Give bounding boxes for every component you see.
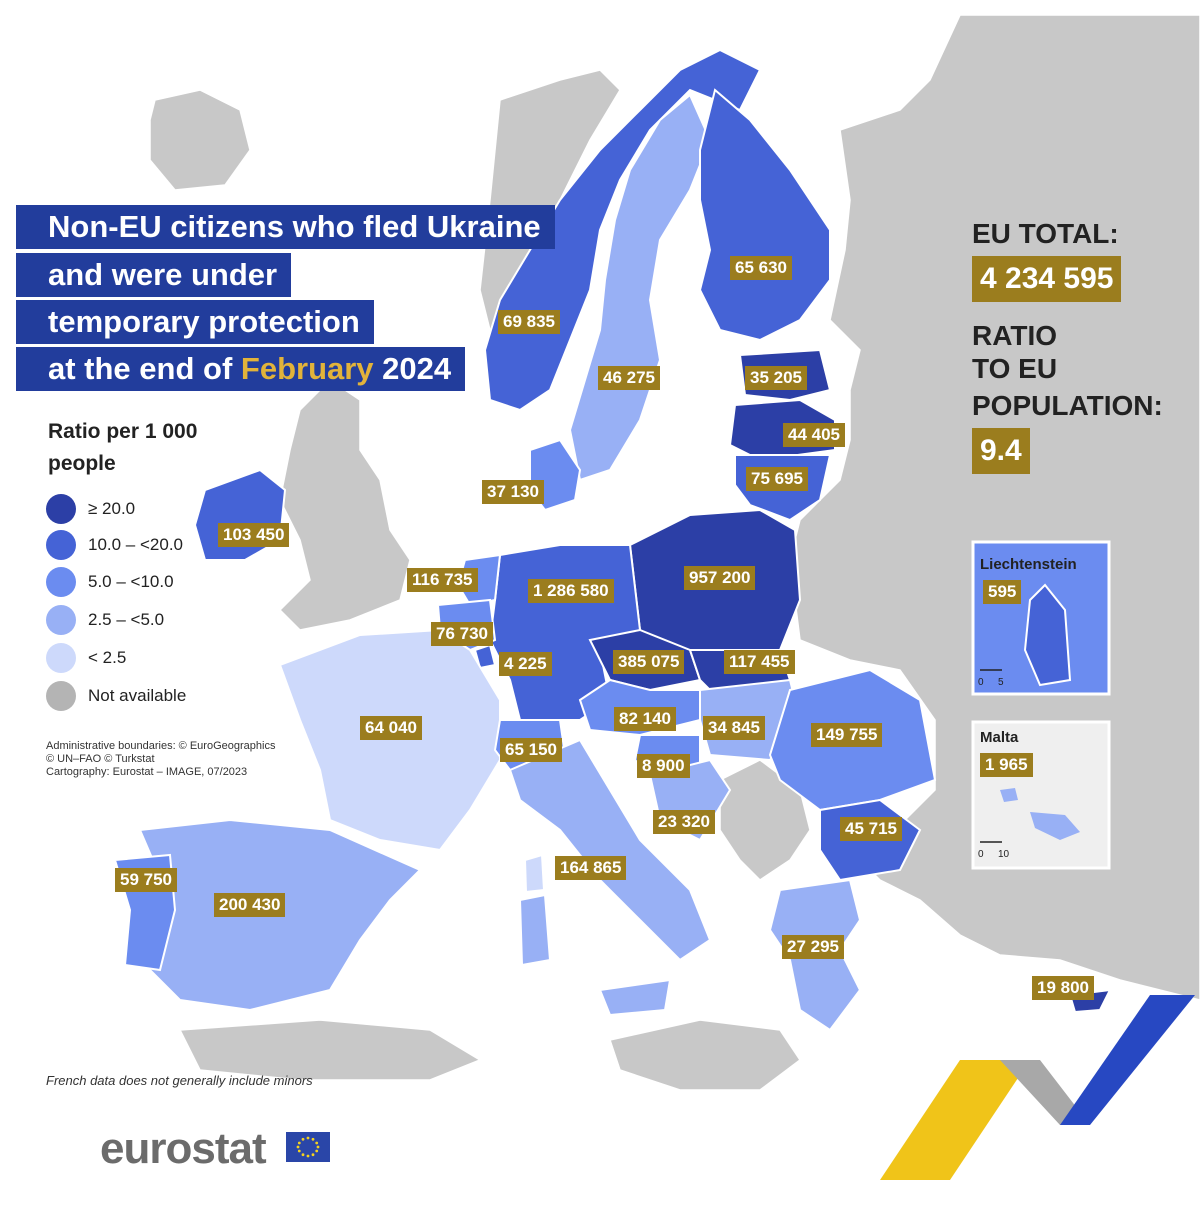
legend-swatch [46,567,76,597]
liechtenstein-title: Liechtenstein [980,556,1077,573]
legend-label: ≥ 20.0 [88,499,136,518]
ratio-label-line-1: RATIO [972,320,1058,351]
title-line-3: temporary protection [16,300,374,344]
title-line-4: at the end of February 2024 [16,347,466,391]
legend-title: Ratio per 1 000 people [48,420,198,475]
legend-label: 5.0 – <10.0 [88,572,174,591]
legend-swatch [46,530,76,560]
value-label-ireland: 103 450 [218,523,290,547]
value-label-finland: 65 630 [730,256,792,280]
value-label-spain: 200 430 [214,893,286,917]
value-label-czechia: 385 075 [613,650,685,674]
eurostat-logo-text: eurostat [100,1124,267,1173]
value-label-lithuania: 75 695 [746,467,808,491]
value-label-croatia: 23 320 [653,810,715,834]
value-label-cyprus: 19 800 [1032,976,1094,1000]
ratio-label-line-2: TO EU [972,353,1058,384]
legend-swatch [46,681,76,711]
value-label-estonia: 35 205 [745,366,807,390]
eu-flag-icon [286,1132,330,1162]
value-label-liechtenstein: 595 [983,580,1022,604]
malta-scale-zero: 0 [978,849,984,860]
decorative-ribbon [880,995,1195,1180]
title-line-4-prefix: at the end of [48,351,241,386]
value-label-italy: 164 865 [555,856,627,880]
liechtenstein-scale-max: 5 [998,677,1004,688]
value-label-luxembourg: 4 225 [499,652,552,676]
value-label-switzerland: 65 150 [500,738,562,762]
value-label-latvia: 44 405 [783,423,845,447]
value-label-germany: 1 286 580 [528,579,614,603]
title-line-2: and were under [16,253,292,297]
liechtenstein-inset [971,540,1111,696]
ratio-value: 9.4 [972,428,1030,474]
legend-label: 10.0 – <20.0 [88,535,184,554]
region-sardinia [518,893,552,967]
value-label-poland: 957 200 [684,566,756,590]
title-line-1: Non-EU citizens who fled Ukraine [16,205,555,249]
title-line-4-suffix: 2024 [373,351,452,386]
value-label-bulgaria: 45 715 [840,817,902,841]
value-label-belgium: 76 730 [431,622,493,646]
region-italy [508,738,712,962]
region-sicily [598,978,672,1017]
value-label-sweden: 46 275 [598,366,660,390]
value-label-portugal: 59 750 [115,868,177,892]
title-highlight-month: February [240,351,374,386]
legend-swatch [46,494,76,524]
malta-scale-max: 10 [998,849,1010,860]
value-label-denmark: 37 130 [482,480,544,504]
eu-total-value: 4 234 595 [972,256,1122,302]
footnote: French data does not generally include m… [46,1073,313,1088]
value-label-france: 64 040 [360,716,422,740]
liechtenstein-scale-zero: 0 [978,677,984,688]
value-label-netherlands: 116 735 [407,568,478,592]
value-label-norway: 69 835 [498,310,560,334]
value-label-romania: 149 755 [811,723,883,747]
value-label-malta: 1 965 [980,753,1033,777]
value-label-slovenia: 8 900 [637,754,690,778]
value-label-slovakia: 117 455 [724,650,795,674]
legend-item: < 2.5 [46,643,126,673]
region-france [278,628,501,852]
legend-item: Not available [46,681,186,711]
eu-flag-stars [296,1136,320,1158]
malta-inset [971,720,1111,870]
value-label-greece: 27 295 [782,935,844,959]
malta-title: Malta [980,729,1019,746]
ratio-label-line-3: POPULATION: [972,390,1163,421]
legend-item: 5.0 – <10.0 [46,567,174,597]
legend-label: < 2.5 [88,648,127,667]
credit-line: © UN–FAO © Turkstat [46,753,155,765]
eu-total-label: EU TOTAL: [972,218,1119,249]
credit-line: Administrative boundaries: © EuroGeograp… [46,740,276,752]
legend-item: 10.0 – <20.0 [46,530,183,560]
value-label-hungary: 34 845 [703,716,765,740]
legend-label: Not available [88,686,187,705]
legend-item: 2.5 – <5.0 [46,605,164,635]
legend-swatch [46,605,76,635]
legend-item: ≥ 20.0 [46,494,135,524]
credit-line: Cartography: Eurostat – IMAGE, 07/2023 [46,766,248,778]
legend-label: 2.5 – <5.0 [88,610,165,629]
region-corsica [523,853,546,894]
map-credits: Administrative boundaries: © EuroGeograp… [46,740,306,779]
value-label-austria: 82 140 [614,707,676,731]
legend-swatch [46,643,76,673]
region-finland [698,88,831,342]
